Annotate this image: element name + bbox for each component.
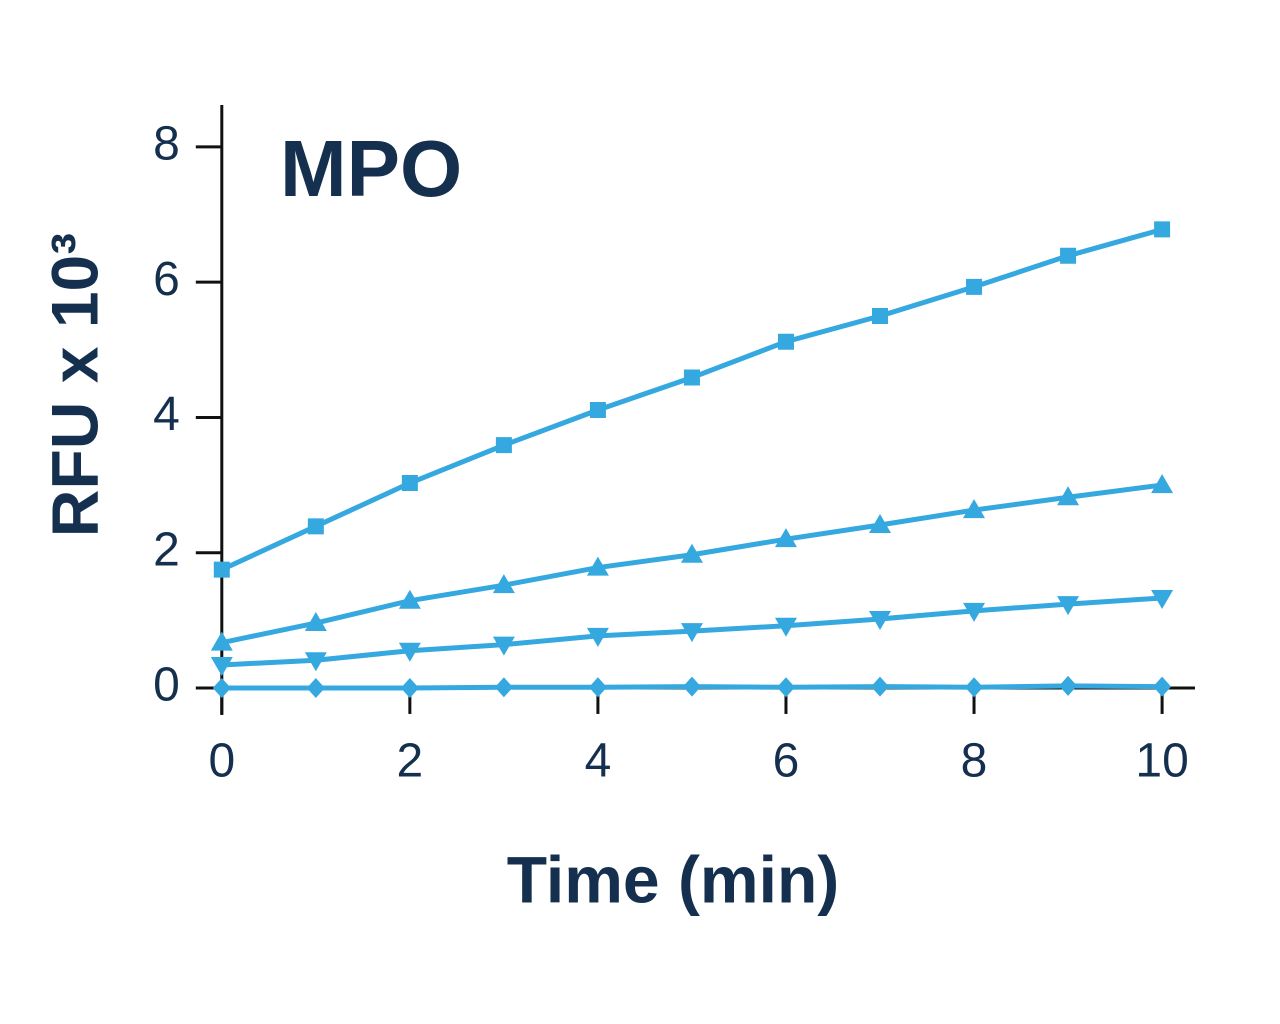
marker <box>588 677 607 698</box>
marker <box>306 677 325 698</box>
marker <box>210 631 233 651</box>
marker <box>774 617 797 637</box>
marker <box>586 627 609 647</box>
marker <box>1151 474 1174 494</box>
marker <box>307 518 324 535</box>
x-axis-label: Time (min) <box>507 842 839 916</box>
series-line <box>220 227 1163 572</box>
y-tick-label: 2 <box>153 523 180 576</box>
x-tick-label: 0 <box>208 735 235 788</box>
marker <box>963 602 986 622</box>
marker <box>400 677 419 698</box>
y-axis-label: RFU x 10³ <box>37 233 111 537</box>
marker <box>776 677 795 698</box>
marker <box>869 513 892 533</box>
y-tick-label: 8 <box>153 118 180 171</box>
marker <box>965 677 984 698</box>
marker <box>213 561 230 578</box>
marker <box>398 642 421 662</box>
marker <box>492 636 515 656</box>
marker <box>492 574 515 594</box>
marker <box>1057 596 1080 616</box>
marker <box>401 475 418 492</box>
marker <box>589 402 606 418</box>
marker <box>210 656 233 676</box>
x-tick-label: 8 <box>961 735 988 788</box>
marker <box>683 369 700 386</box>
marker <box>1151 590 1174 610</box>
y-tick-label: 6 <box>153 253 180 306</box>
marker <box>680 623 703 643</box>
marker <box>586 556 609 576</box>
marker <box>682 676 701 697</box>
marker <box>1153 676 1172 697</box>
marker <box>869 610 892 630</box>
marker <box>212 677 231 698</box>
y-tick-label: 0 <box>153 659 180 712</box>
marker <box>1057 486 1080 506</box>
chart-title: MPO <box>280 124 462 213</box>
x-tick-label: 10 <box>1135 735 1188 788</box>
marker <box>872 307 889 324</box>
marker <box>304 652 327 672</box>
marker <box>777 333 794 350</box>
marker <box>1059 675 1078 696</box>
x-tick-label: 6 <box>773 735 800 788</box>
marker <box>304 612 327 632</box>
marker <box>774 528 797 548</box>
marker <box>963 499 986 519</box>
marker <box>680 543 703 563</box>
marker <box>494 677 513 698</box>
y-tick-label: 4 <box>153 388 180 441</box>
marker <box>966 278 983 295</box>
marker <box>495 437 512 454</box>
marker <box>1060 247 1077 264</box>
x-tick-label: 4 <box>585 735 612 788</box>
marker <box>398 589 421 609</box>
marker <box>1154 221 1171 238</box>
series-line <box>221 482 1163 646</box>
x-tick-label: 2 <box>397 735 424 788</box>
marker <box>871 676 890 697</box>
